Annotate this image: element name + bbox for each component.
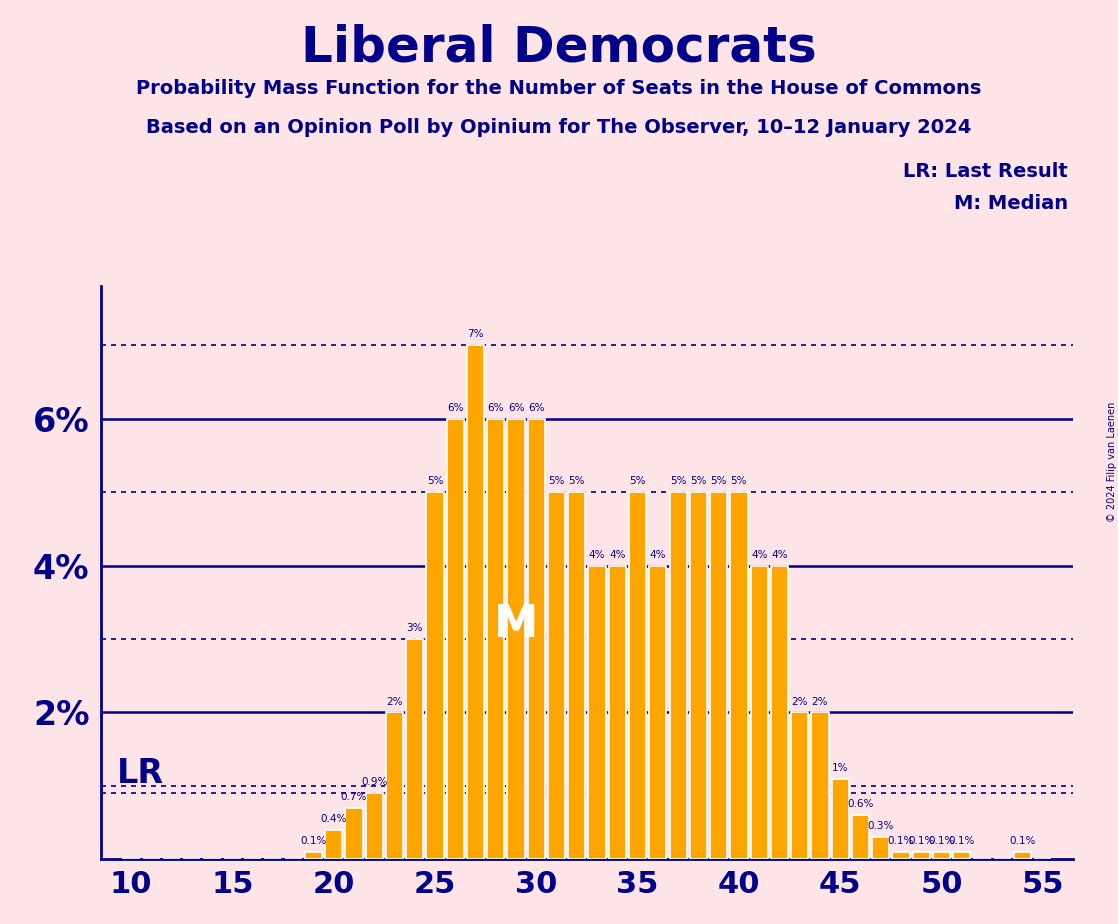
Text: 5%: 5%	[629, 476, 646, 486]
Text: 5%: 5%	[690, 476, 707, 486]
Bar	[508, 419, 524, 859]
Text: 4%: 4%	[771, 550, 788, 560]
Bar	[467, 346, 484, 859]
Text: M: M	[494, 602, 538, 646]
Bar	[750, 565, 768, 859]
Text: 4%: 4%	[609, 550, 626, 560]
Text: 0.1%: 0.1%	[888, 836, 915, 846]
Text: 3%: 3%	[407, 623, 423, 633]
Bar	[345, 808, 362, 859]
Text: 0.3%: 0.3%	[868, 821, 894, 832]
Text: 2%: 2%	[812, 697, 828, 707]
Text: LR: Last Result: LR: Last Result	[903, 162, 1068, 181]
Bar	[690, 492, 707, 859]
Bar	[608, 565, 626, 859]
Text: Liberal Democrats: Liberal Democrats	[301, 23, 817, 71]
Text: © 2024 Filip van Laenen: © 2024 Filip van Laenen	[1108, 402, 1117, 522]
Bar	[812, 712, 828, 859]
Text: 2%: 2%	[792, 697, 808, 707]
Bar	[406, 639, 424, 859]
Text: 4%: 4%	[650, 550, 666, 560]
Text: 7%: 7%	[467, 329, 484, 339]
Text: 0.9%: 0.9%	[361, 777, 387, 787]
Bar	[710, 492, 728, 859]
Text: 0.4%: 0.4%	[321, 814, 347, 824]
Text: 1%: 1%	[832, 762, 849, 772]
Text: 4%: 4%	[751, 550, 767, 560]
Bar	[852, 815, 869, 859]
Text: Based on an Opinion Poll by Opinium for The Observer, 10–12 January 2024: Based on an Opinion Poll by Opinium for …	[146, 118, 972, 138]
Bar	[872, 837, 890, 859]
Bar	[912, 852, 930, 859]
Text: M: Median: M: Median	[954, 194, 1068, 213]
Text: 6%: 6%	[508, 403, 524, 413]
Text: 4%: 4%	[589, 550, 605, 560]
Bar	[588, 565, 606, 859]
Text: 0.1%: 0.1%	[1010, 836, 1035, 846]
Text: 0.1%: 0.1%	[949, 836, 975, 846]
Bar	[932, 852, 950, 859]
Bar	[892, 852, 910, 859]
Text: 0.6%: 0.6%	[847, 799, 873, 809]
Bar	[730, 492, 748, 859]
Text: 0.1%: 0.1%	[301, 836, 326, 846]
Bar	[629, 492, 646, 859]
Bar	[325, 830, 342, 859]
Bar	[954, 852, 970, 859]
Text: 6%: 6%	[447, 403, 464, 413]
Bar	[832, 779, 849, 859]
Bar	[528, 419, 544, 859]
Text: 5%: 5%	[710, 476, 727, 486]
Bar	[446, 419, 464, 859]
Text: 6%: 6%	[487, 403, 504, 413]
Text: 5%: 5%	[548, 476, 565, 486]
Text: 2%: 2%	[386, 697, 402, 707]
Bar	[548, 492, 566, 859]
Bar	[670, 492, 686, 859]
Text: 5%: 5%	[427, 476, 443, 486]
Text: 5%: 5%	[569, 476, 585, 486]
Text: Probability Mass Function for the Number of Seats in the House of Commons: Probability Mass Function for the Number…	[136, 79, 982, 98]
Bar	[1014, 852, 1031, 859]
Text: 0.1%: 0.1%	[908, 836, 935, 846]
Bar	[305, 852, 322, 859]
Bar	[426, 492, 444, 859]
Bar	[386, 712, 404, 859]
Text: 5%: 5%	[670, 476, 686, 486]
Bar	[487, 419, 504, 859]
Bar	[650, 565, 666, 859]
Bar	[770, 565, 788, 859]
Text: LR: LR	[117, 757, 164, 789]
Bar	[792, 712, 808, 859]
Text: 0.7%: 0.7%	[341, 792, 367, 802]
Text: 6%: 6%	[528, 403, 544, 413]
Text: 5%: 5%	[731, 476, 747, 486]
Bar	[366, 793, 382, 859]
Text: 0.1%: 0.1%	[928, 836, 955, 846]
Bar	[568, 492, 586, 859]
